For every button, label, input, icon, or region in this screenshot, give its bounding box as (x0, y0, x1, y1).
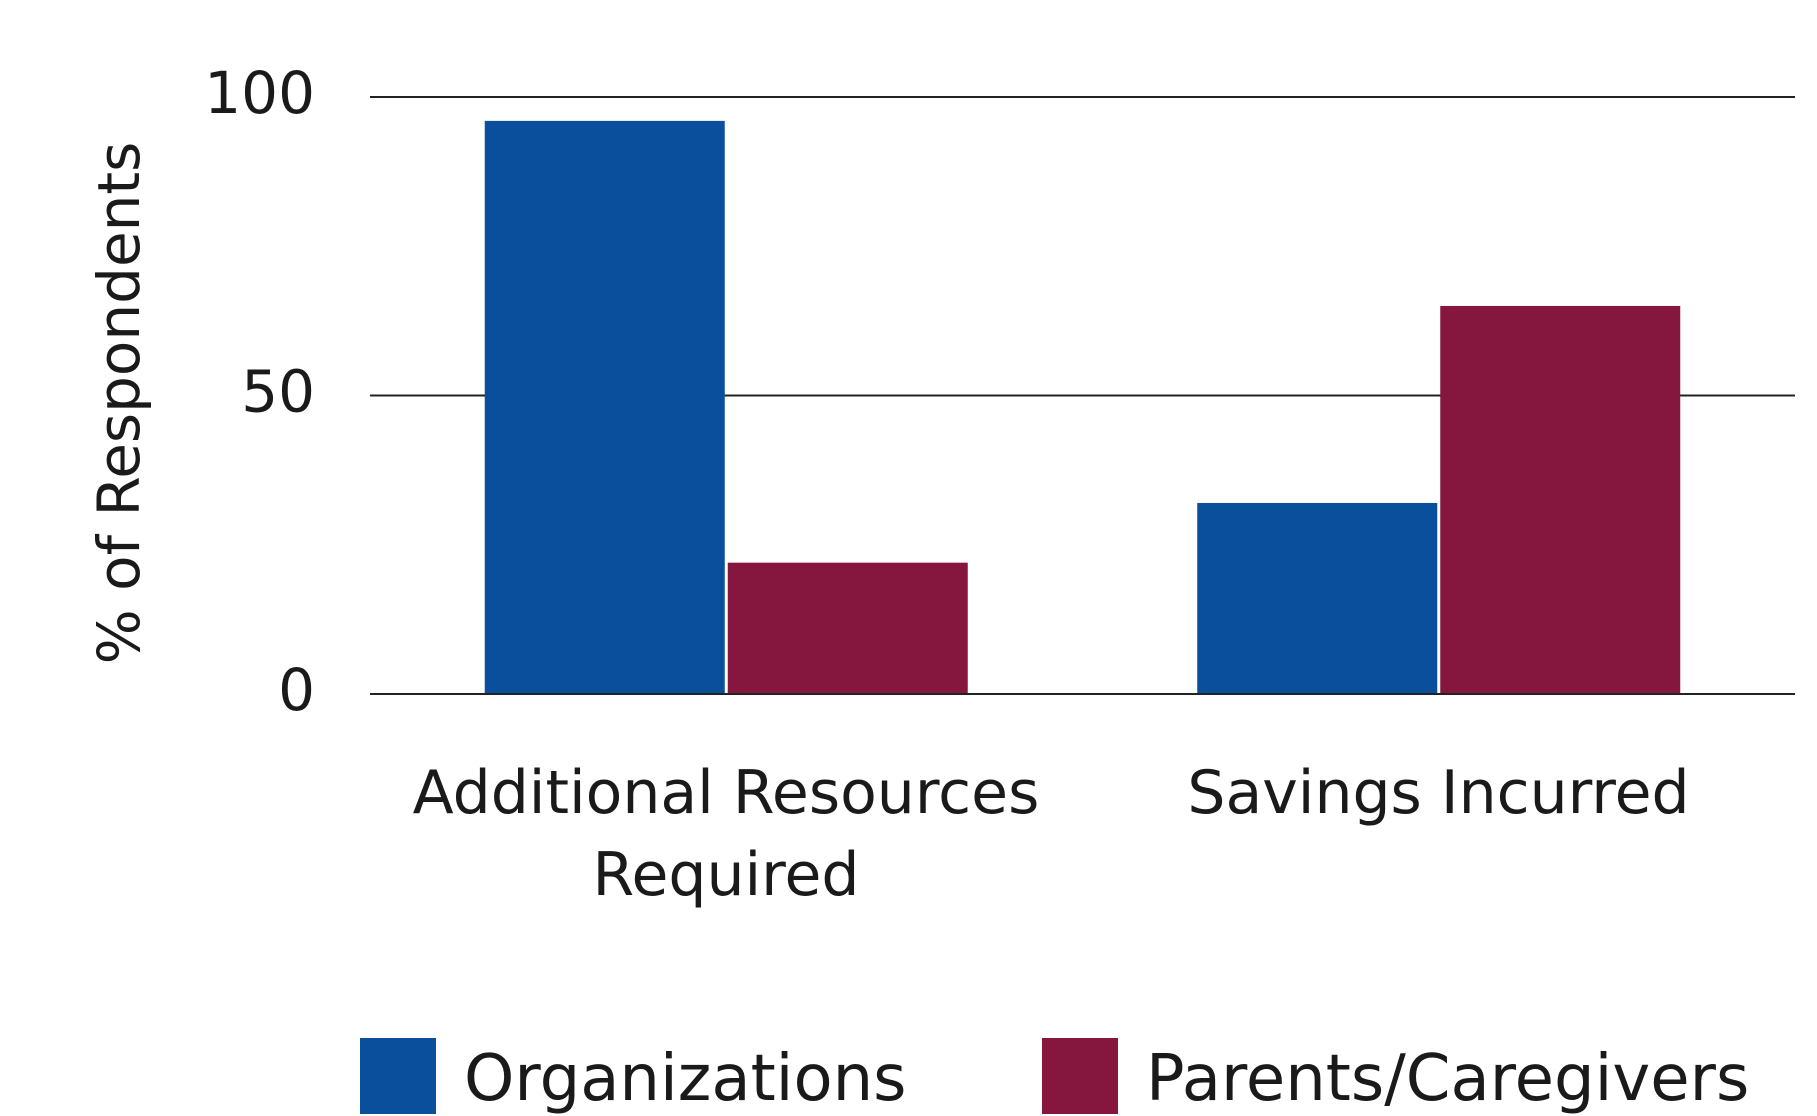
bar (1197, 502, 1438, 694)
bar (1440, 305, 1681, 694)
y-axis-label: % of Respondents (85, 142, 153, 665)
y-tick-label: 100 (204, 59, 315, 127)
y-tick-label: 0 (278, 656, 315, 724)
x-tick-label: Savings Incurred (1187, 758, 1690, 828)
x-tick-label: Additional Resources Required (412, 758, 1040, 910)
y-tick-label: 50 (241, 358, 315, 426)
legend-swatch (360, 1038, 436, 1114)
legend-label: Parents/Caregivers (1146, 1042, 1749, 1116)
bar (484, 120, 725, 694)
legend-swatch (1042, 1038, 1118, 1114)
legend-label: Organizations (464, 1042, 907, 1116)
bar (727, 562, 968, 694)
